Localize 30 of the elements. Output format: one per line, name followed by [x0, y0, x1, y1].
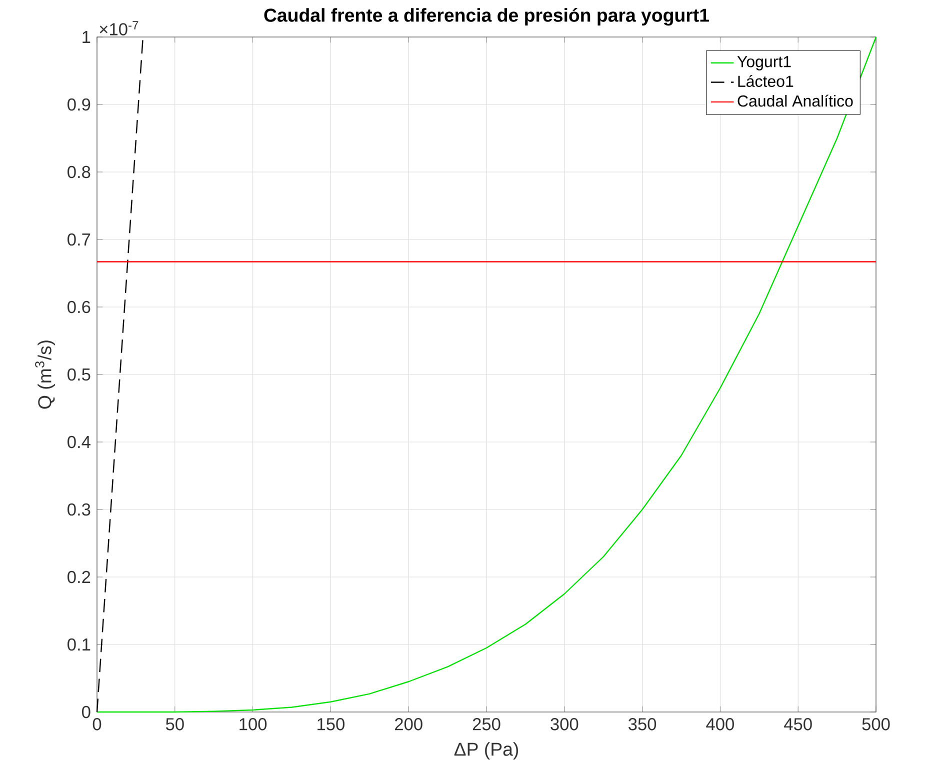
text: ×10$^{-7}$ [100, 21, 138, 36]
y-tick-label: 0.4 [68, 436, 90, 448]
x-tick-label: 100 [240, 718, 267, 730]
x-tick-label: 0 [92, 718, 102, 730]
chart-title: Caudal frente a diferencia de presión para yogurt1 [264, 8, 709, 26]
y-tick-label: 0.2 [68, 570, 90, 584]
y-tick-label: 0.9 [68, 98, 90, 111]
x-tick-label: 250 [472, 718, 500, 730]
x-tick-label: 500 [862, 718, 890, 730]
y-tick-label: 0.3 [68, 503, 90, 516]
x-tick-label: 200 [395, 718, 422, 730]
y-tick-label: 0 [82, 706, 90, 718]
y-tick-label: 0.6 [68, 300, 90, 314]
x-axis-title: ΔP (Pa) [454, 742, 518, 760]
legend-label: Yogurt1 [737, 56, 791, 70]
x-tick-label: 300 [550, 718, 578, 730]
legend-label: Caudal Analítico [738, 94, 853, 107]
y-tick-label: 1 [82, 31, 90, 43]
x-tick-label: 150 [318, 718, 344, 730]
x-tick-label: 450 [784, 718, 812, 730]
line-series [96, 36, 877, 713]
y-tick-label: 0.5 [68, 368, 90, 381]
y-axis-title: Q (m$^{3}$/s) [35, 340, 56, 409]
legend-label: Lácteo1 [738, 75, 794, 87]
y-tick-label: 0.7 [68, 233, 90, 246]
x-tick-label: 50 [166, 718, 184, 730]
y-tick-label: 0.8 [68, 166, 90, 178]
x-tick-label: 350 [628, 718, 656, 730]
x-tick-label: 400 [706, 718, 734, 730]
y-tick-label: 0.1 [68, 638, 90, 651]
